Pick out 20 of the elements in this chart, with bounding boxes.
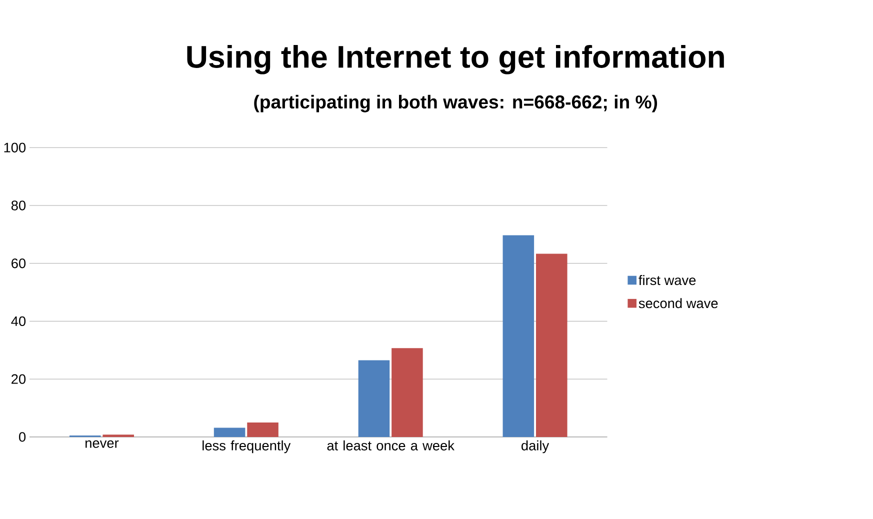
y-tick-label: 0	[19, 432, 26, 442]
x-tick-label: less frequently	[202, 440, 291, 454]
bar	[536, 254, 568, 437]
x-tick-label: at least once a week	[327, 440, 454, 450]
bar	[502, 235, 534, 437]
y-tick-label: 60	[12, 258, 26, 268]
x-tick-label: never	[86, 440, 119, 448]
x-tick-label: daily	[522, 440, 550, 454]
y-tick-label: 20	[12, 374, 26, 384]
bar	[247, 422, 278, 437]
bar	[214, 428, 246, 437]
y-tick-label: 80	[11, 200, 26, 210]
bar	[358, 360, 390, 437]
y-tick-label: 40	[11, 316, 26, 326]
bar	[392, 348, 423, 437]
legend-label: second wave	[638, 298, 718, 308]
legend-label: first wave	[638, 275, 696, 286]
chart-title: Using the Internet to get information	[187, 44, 724, 74]
y-tick-label: 100	[4, 142, 26, 152]
chart-subtitle: (participating in both waves: n=668-662; in %)	[254, 94, 658, 112]
